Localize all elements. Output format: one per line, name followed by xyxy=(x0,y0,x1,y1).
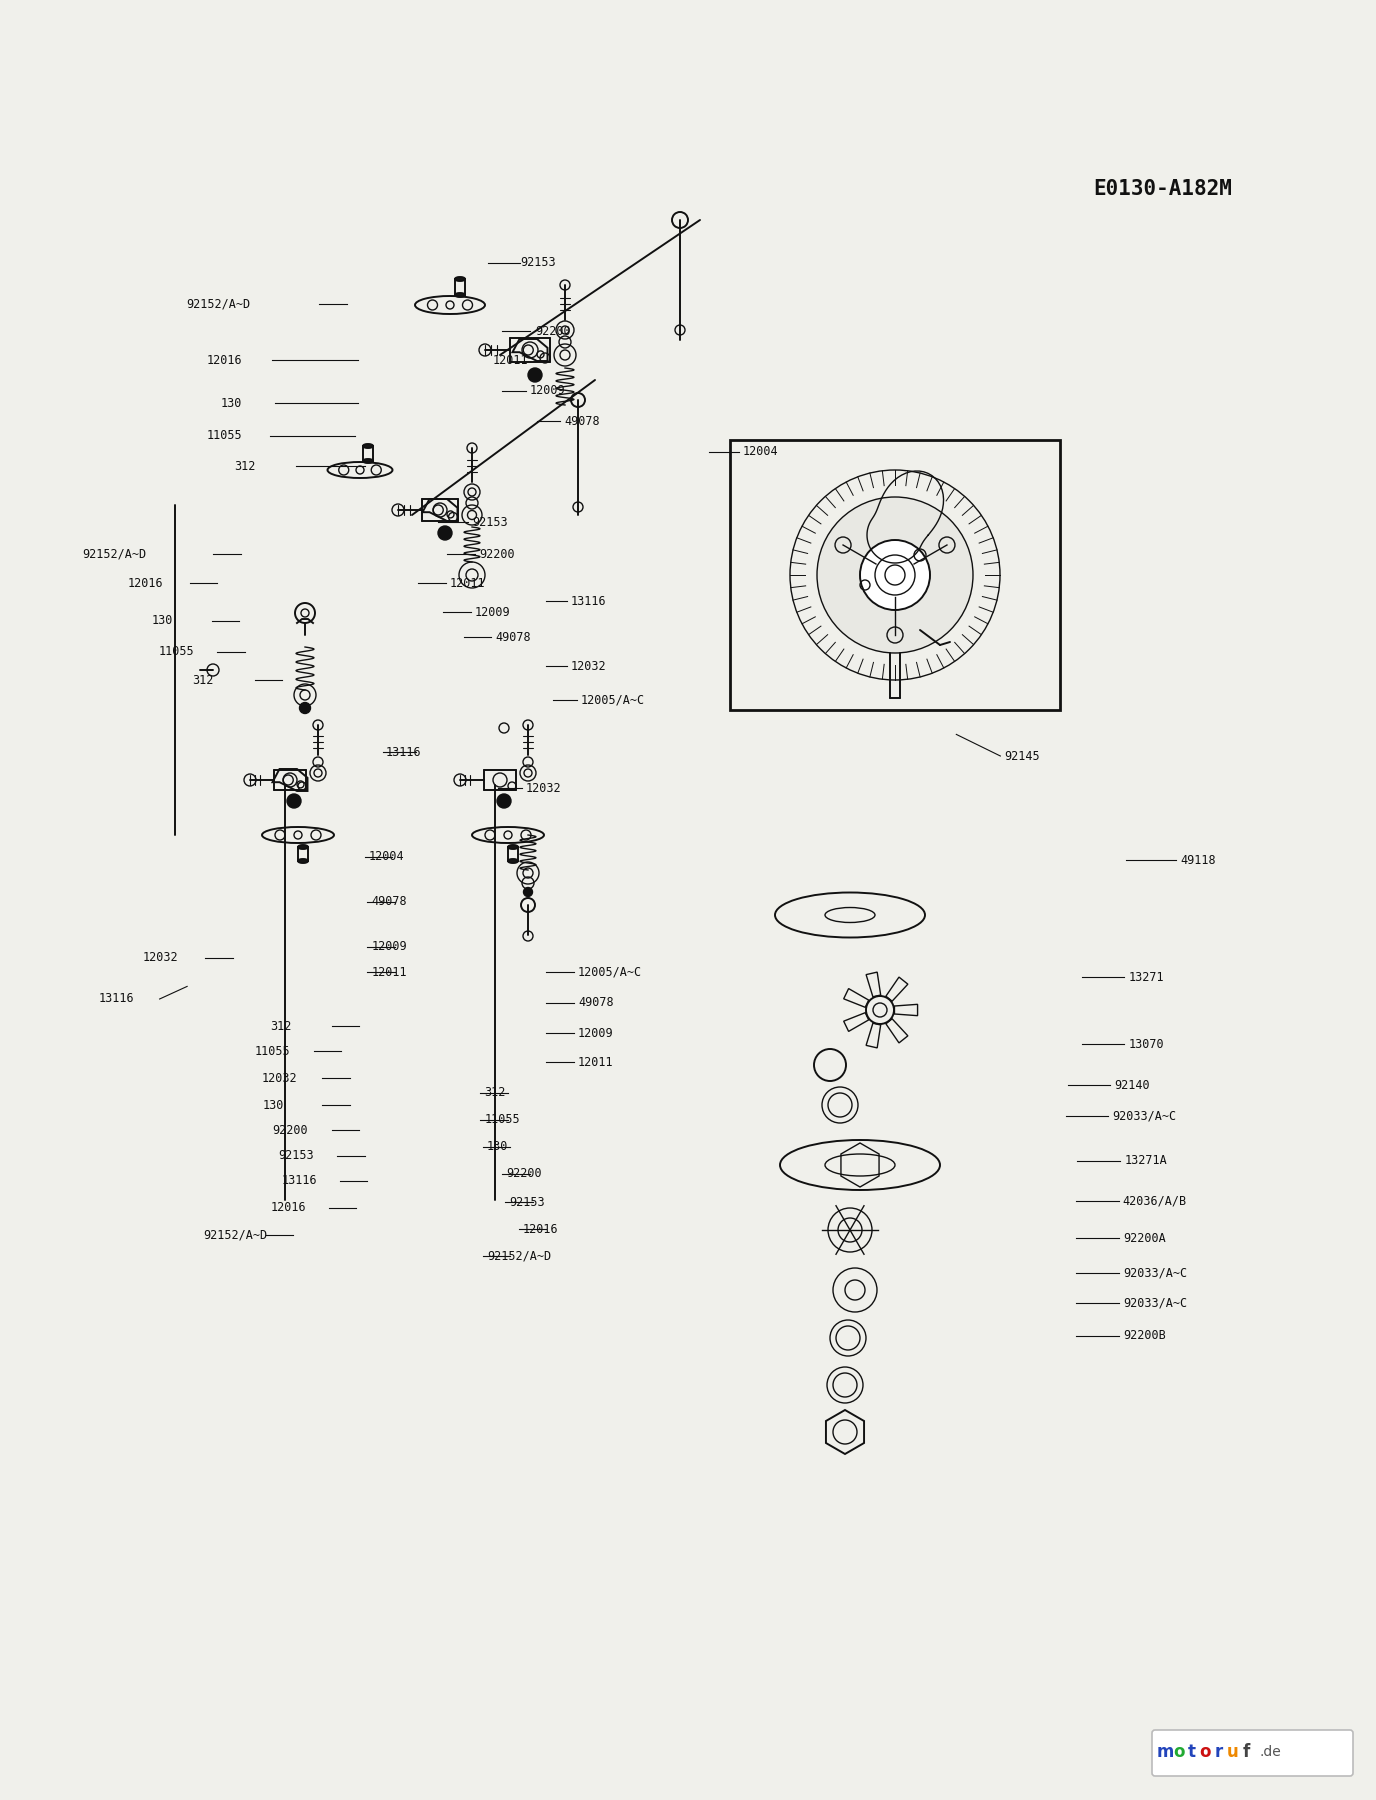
Text: 92152/A~D: 92152/A~D xyxy=(487,1249,552,1264)
Text: 13116: 13116 xyxy=(99,992,135,1006)
Circle shape xyxy=(528,367,542,382)
Text: 92152/A~D: 92152/A~D xyxy=(83,547,147,562)
Text: 92033/A~C: 92033/A~C xyxy=(1112,1109,1176,1123)
Bar xyxy=(731,439,1060,709)
Text: 12032: 12032 xyxy=(261,1071,297,1085)
Text: 12032: 12032 xyxy=(571,659,607,673)
Text: o: o xyxy=(1172,1742,1185,1760)
Text: 49078: 49078 xyxy=(372,895,407,909)
Bar xyxy=(455,279,465,295)
Text: 12011: 12011 xyxy=(372,965,407,979)
Text: 130: 130 xyxy=(487,1139,509,1154)
Text: 12009: 12009 xyxy=(578,1026,614,1040)
Bar xyxy=(363,446,373,461)
Text: 92200: 92200 xyxy=(506,1166,542,1181)
Circle shape xyxy=(288,794,301,808)
Text: 92140: 92140 xyxy=(1115,1078,1150,1093)
Text: 92153: 92153 xyxy=(520,256,556,270)
Circle shape xyxy=(438,526,451,540)
Text: 92033/A~C: 92033/A~C xyxy=(1123,1265,1187,1280)
Text: 130: 130 xyxy=(263,1098,285,1112)
Text: 12011: 12011 xyxy=(450,576,486,590)
Circle shape xyxy=(300,702,311,713)
Text: 11055: 11055 xyxy=(206,428,242,443)
Text: 49078: 49078 xyxy=(564,414,600,428)
Text: 12011: 12011 xyxy=(578,1055,614,1069)
Text: 92033/A~C: 92033/A~C xyxy=(1123,1296,1187,1310)
Bar xyxy=(299,848,308,860)
Text: 12016: 12016 xyxy=(523,1222,559,1237)
Text: 13116: 13116 xyxy=(571,594,607,608)
Text: 49078: 49078 xyxy=(578,995,614,1010)
Text: 312: 312 xyxy=(193,673,215,688)
Text: 130: 130 xyxy=(220,396,242,410)
Text: 12016: 12016 xyxy=(271,1201,307,1215)
Text: E0130-A182M: E0130-A182M xyxy=(1094,178,1232,200)
Circle shape xyxy=(497,794,510,808)
Text: 92153: 92153 xyxy=(278,1148,314,1163)
Text: o: o xyxy=(1200,1742,1211,1760)
Text: 12009: 12009 xyxy=(475,605,510,619)
Text: 12004: 12004 xyxy=(743,445,779,459)
Text: 13116: 13116 xyxy=(282,1174,318,1188)
Text: r: r xyxy=(1215,1742,1223,1760)
Text: 12009: 12009 xyxy=(372,940,407,954)
Text: .de: .de xyxy=(1259,1744,1281,1759)
Text: 92200A: 92200A xyxy=(1123,1231,1165,1246)
Circle shape xyxy=(523,887,533,896)
Text: 11055: 11055 xyxy=(484,1112,520,1127)
Text: 12004: 12004 xyxy=(369,850,405,864)
Text: 92200: 92200 xyxy=(535,324,571,338)
Text: 13271: 13271 xyxy=(1128,970,1164,985)
Text: 12011: 12011 xyxy=(493,353,528,367)
Text: 92200: 92200 xyxy=(272,1123,308,1138)
Bar xyxy=(508,848,517,860)
Text: 92152/A~D: 92152/A~D xyxy=(186,297,250,311)
Text: 92200: 92200 xyxy=(479,547,515,562)
Text: 12005/A~C: 12005/A~C xyxy=(578,965,643,979)
Text: 312: 312 xyxy=(270,1019,292,1033)
Text: 12016: 12016 xyxy=(128,576,164,590)
Text: 92153: 92153 xyxy=(472,515,508,529)
Text: 49118: 49118 xyxy=(1181,853,1216,868)
Text: m: m xyxy=(1156,1742,1174,1760)
Circle shape xyxy=(817,497,973,653)
Text: 12005/A~C: 12005/A~C xyxy=(581,693,645,707)
Text: 49078: 49078 xyxy=(495,630,531,644)
Text: 42036/A/B: 42036/A/B xyxy=(1123,1193,1187,1208)
Text: 130: 130 xyxy=(151,614,173,628)
Text: 13271A: 13271A xyxy=(1124,1154,1167,1168)
Text: 11055: 11055 xyxy=(255,1044,290,1058)
Circle shape xyxy=(860,540,930,610)
Text: 92153: 92153 xyxy=(509,1195,545,1210)
FancyBboxPatch shape xyxy=(1152,1730,1353,1777)
Text: u: u xyxy=(1226,1742,1238,1760)
Text: t: t xyxy=(1187,1742,1196,1760)
Text: 13116: 13116 xyxy=(385,745,421,760)
Text: 92152/A~D: 92152/A~D xyxy=(204,1228,268,1242)
Text: 92200B: 92200B xyxy=(1123,1328,1165,1343)
Text: 312: 312 xyxy=(234,459,256,473)
Text: 92145: 92145 xyxy=(1004,749,1040,763)
Text: 12032: 12032 xyxy=(526,781,561,796)
Text: f: f xyxy=(1243,1742,1249,1760)
Text: 12009: 12009 xyxy=(530,383,566,398)
Text: 12032: 12032 xyxy=(143,950,179,965)
Text: 13070: 13070 xyxy=(1128,1037,1164,1051)
Text: 11055: 11055 xyxy=(158,644,194,659)
Text: 312: 312 xyxy=(484,1085,506,1100)
Text: 12016: 12016 xyxy=(206,353,242,367)
